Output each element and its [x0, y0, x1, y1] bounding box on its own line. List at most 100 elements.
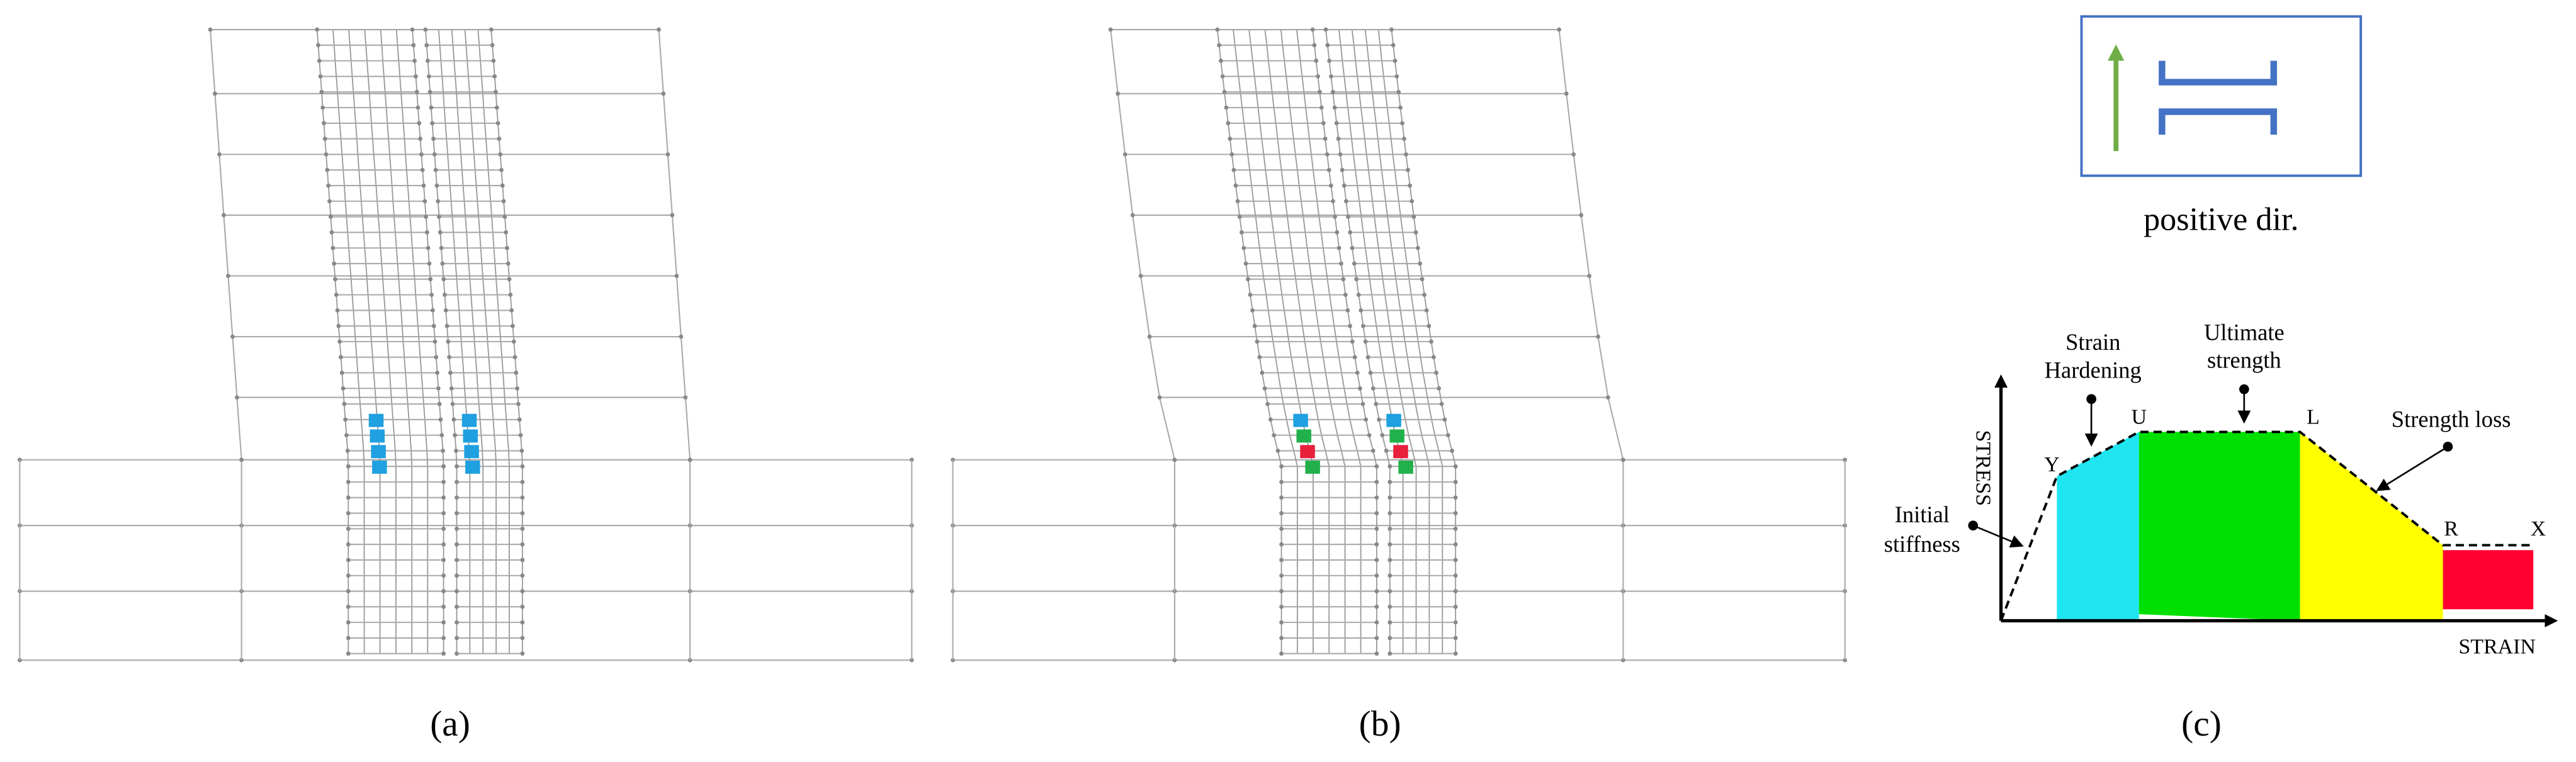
mesh-node — [1279, 604, 1284, 609]
mesh-node — [1314, 59, 1319, 64]
mesh-node — [1377, 417, 1381, 422]
mesh-node — [514, 371, 519, 375]
mesh-node — [424, 215, 429, 219]
mesh-node — [1368, 371, 1373, 375]
mesh-node — [420, 167, 425, 172]
mesh-node — [1387, 511, 1393, 515]
mesh-node — [497, 137, 502, 141]
mesh-line — [658, 29, 664, 94]
mesh-node — [427, 261, 432, 266]
mesh-node — [1374, 542, 1379, 547]
mesh-line — [232, 336, 238, 398]
mesh-node — [1411, 215, 1416, 219]
mesh-node — [520, 557, 525, 563]
mesh-node — [346, 495, 351, 500]
mesh-node — [1361, 323, 1365, 328]
hinge-element — [1300, 445, 1315, 459]
mesh-node — [1387, 573, 1393, 578]
mesh-node — [1226, 121, 1231, 126]
mesh-node — [428, 277, 433, 282]
mesh-node — [1426, 323, 1432, 328]
mesh-node — [1374, 604, 1379, 609]
mesh-node — [319, 89, 324, 94]
mesh-line — [1558, 29, 1568, 94]
mesh-node — [506, 261, 511, 266]
hinge-element — [464, 445, 479, 459]
mesh-node — [1352, 261, 1357, 266]
mesh-node — [1241, 245, 1246, 250]
annotation-line: Strength loss — [2392, 406, 2511, 432]
mesh-node — [1265, 401, 1270, 406]
mesh-node — [451, 417, 456, 422]
mesh-node — [1359, 308, 1364, 313]
mesh-node — [1453, 526, 1458, 531]
mesh-node — [1224, 105, 1229, 110]
mesh-node — [441, 526, 446, 531]
hinge-element — [372, 461, 387, 474]
mesh-node — [1587, 274, 1591, 278]
mesh-node — [441, 542, 446, 547]
mesh-node — [318, 74, 323, 79]
mesh-line — [214, 93, 220, 155]
mesh-node — [1122, 152, 1127, 157]
mesh-node — [1420, 277, 1425, 282]
mesh-node — [1387, 526, 1393, 531]
mesh-node — [1380, 433, 1385, 438]
annotation: Initial stiffness — [1884, 501, 2024, 557]
mesh-node — [1279, 573, 1284, 578]
point-label: X — [2531, 517, 2546, 541]
hinge-element — [465, 461, 480, 474]
mesh-node — [1374, 620, 1379, 625]
mesh-node — [1387, 495, 1393, 500]
mesh-node — [346, 604, 351, 609]
mesh-node — [335, 308, 340, 313]
mesh-node — [1130, 213, 1135, 218]
mesh-node — [1316, 74, 1320, 79]
mesh-node — [1387, 464, 1393, 469]
mesh-node — [518, 433, 523, 438]
mesh-node — [1579, 213, 1584, 218]
mesh-node — [511, 323, 515, 328]
mesh-node — [1374, 495, 1379, 500]
mesh-node — [1240, 230, 1244, 235]
mesh-node — [450, 401, 455, 406]
mesh-node — [426, 74, 431, 79]
mesh-node — [424, 43, 429, 48]
mesh-node — [447, 355, 452, 360]
mesh-node — [1312, 43, 1317, 48]
mesh-node — [446, 339, 451, 344]
mesh-node — [346, 479, 351, 485]
mesh-node — [429, 293, 434, 297]
mesh-node — [1250, 308, 1255, 313]
mesh-node — [1453, 589, 1458, 593]
mesh-node — [441, 495, 446, 500]
mesh-node — [320, 105, 325, 110]
point-label: R — [2444, 517, 2458, 541]
mesh-node — [411, 43, 416, 48]
mesh-node — [326, 183, 331, 188]
mesh-node — [683, 395, 688, 400]
mesh-node — [316, 43, 320, 48]
mesh-node — [520, 511, 525, 515]
mesh-node — [436, 199, 441, 204]
mesh-node — [1350, 339, 1355, 344]
mesh-node — [1374, 636, 1379, 641]
mesh-node — [951, 658, 956, 663]
mesh-node — [1334, 121, 1339, 126]
mesh-node — [427, 89, 432, 94]
mesh-node — [1279, 495, 1284, 500]
mesh-node — [520, 620, 525, 625]
point-label: U — [2132, 405, 2147, 429]
mesh-node — [410, 27, 415, 32]
mesh-node — [661, 91, 666, 96]
panel-label: (b) — [1359, 704, 1401, 744]
mesh-node — [520, 526, 525, 531]
mesh-node — [1356, 293, 1361, 297]
mesh-node — [1374, 651, 1379, 656]
mesh-node — [498, 152, 503, 157]
mesh-node — [327, 199, 332, 204]
hinge-element — [371, 445, 386, 459]
mesh-node — [1222, 89, 1227, 94]
mesh-node — [441, 277, 446, 282]
mesh-node — [1374, 573, 1379, 578]
